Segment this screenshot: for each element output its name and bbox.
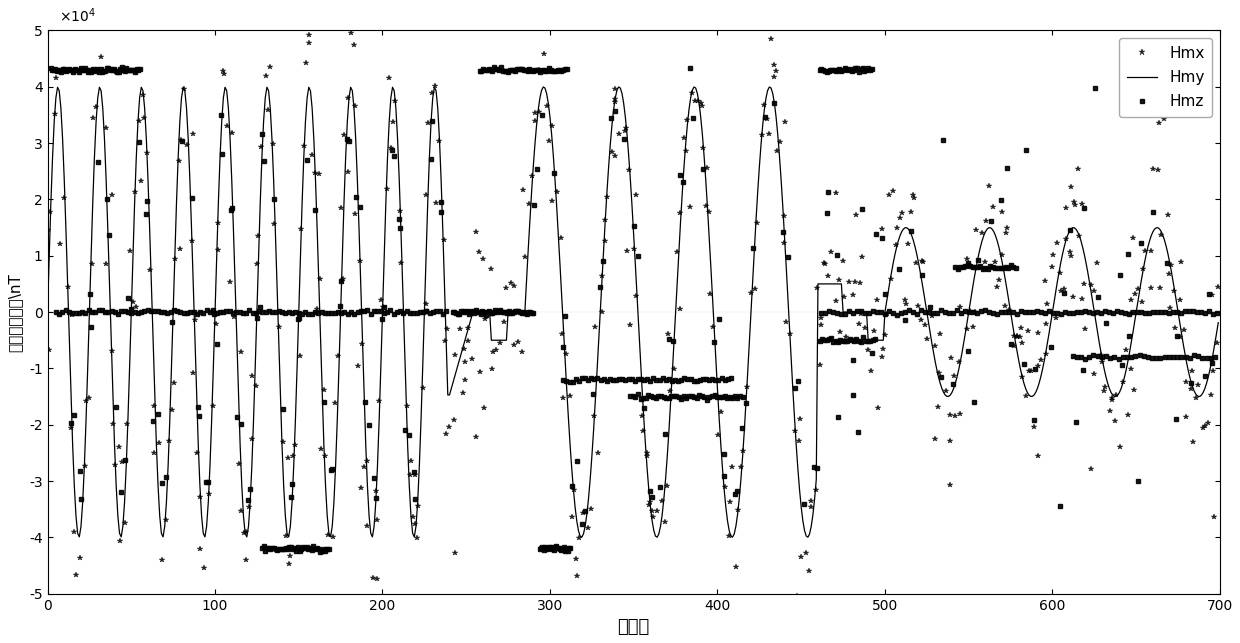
X-axis label: 采样点: 采样点 (618, 618, 650, 636)
Hmx (551, 188, 565, 195)
Text: $\times 10^4$: $\times 10^4$ (60, 6, 97, 25)
Hmx (476, 256, 491, 264)
Hmx (1210, 340, 1225, 347)
Hmz (43, 64, 58, 72)
Hmy (812, 280, 827, 288)
Hmx (946, 372, 961, 380)
Hmy (1210, 319, 1225, 327)
Hmy (955, 349, 970, 357)
Hmz (439, 307, 454, 315)
Hmy (370, 462, 384, 470)
Hmy (574, 533, 589, 541)
Hmx (750, 219, 765, 227)
Hmx (180, 141, 195, 149)
Hmz (78, 309, 93, 317)
Line: Hmx: Hmx (42, 0, 1220, 636)
Line: Hmz: Hmz (48, 65, 1219, 554)
Hmx (41, 347, 56, 354)
Hmx (92, 0, 107, 5)
Hmz (312, 548, 327, 556)
Y-axis label: 地磁场矢量值\nT: 地磁场矢量值\nT (7, 273, 22, 352)
Hmz (455, 308, 470, 316)
Hmz (136, 307, 151, 314)
Hmy (40, 308, 55, 316)
Legend: Hmx, Hmy, Hmz: Hmx, Hmy, Hmz (1118, 38, 1213, 117)
Hmy (326, 498, 341, 506)
Hmy (410, 498, 425, 506)
Hmz (1202, 290, 1216, 298)
Hmy (1099, 374, 1114, 381)
Line: Hmy: Hmy (47, 87, 1218, 537)
Hmx (407, 520, 422, 528)
Hmy (536, 83, 551, 91)
Hmz (846, 309, 861, 317)
Hmz (625, 392, 640, 399)
Hmx (200, 629, 215, 637)
Hmz (494, 63, 508, 71)
